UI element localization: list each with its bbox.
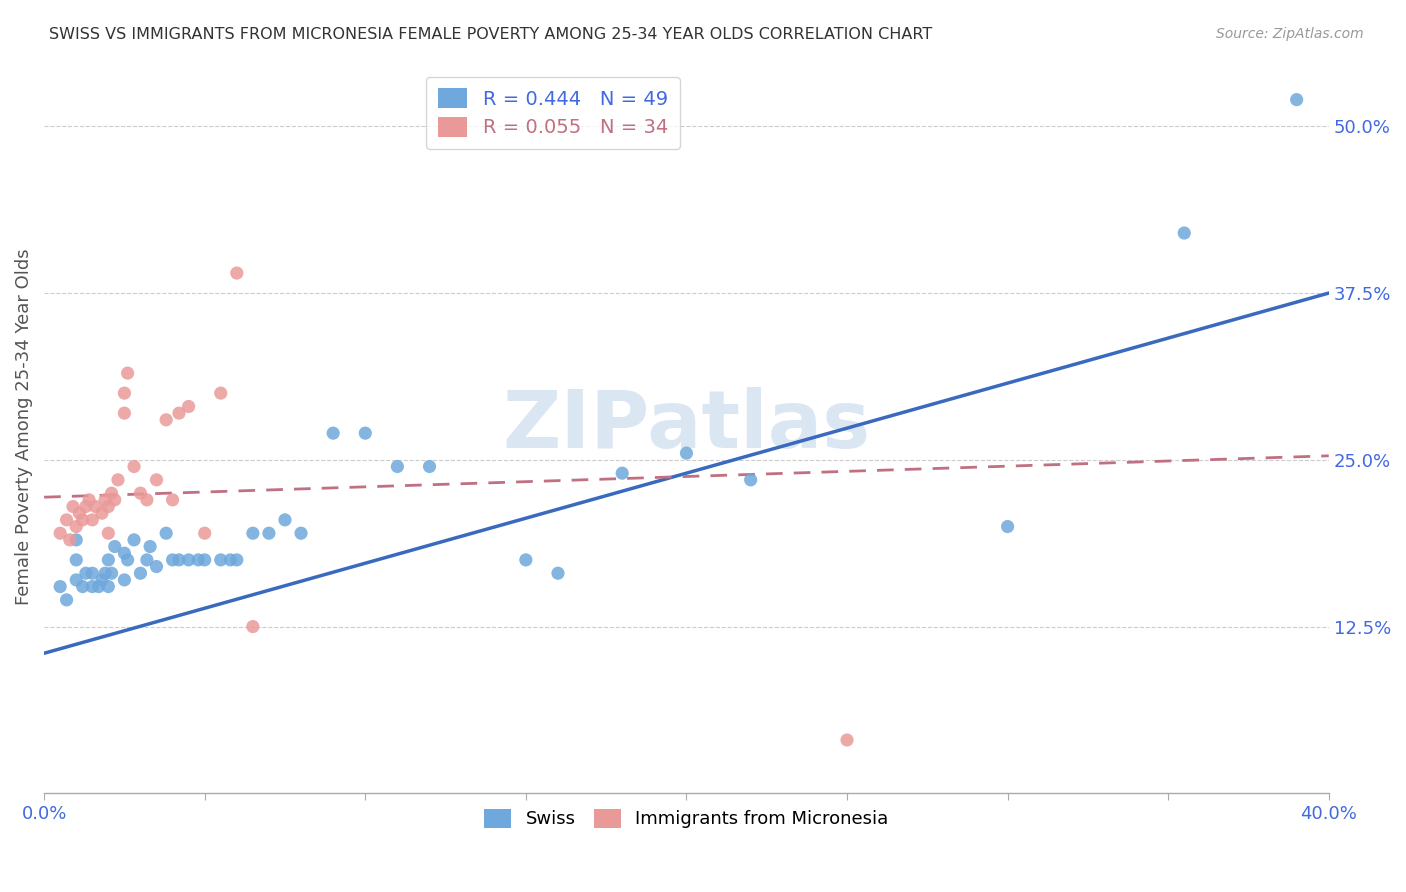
Point <box>97 526 120 541</box>
Point <box>65 533 87 547</box>
Point <box>100 486 122 500</box>
Point <box>225 553 247 567</box>
Point <box>90 506 112 520</box>
Point <box>194 553 217 567</box>
Point <box>1173 226 1195 240</box>
Point <box>187 553 209 567</box>
Point <box>112 573 135 587</box>
Point <box>117 553 139 567</box>
Point <box>55 593 77 607</box>
Point <box>162 492 184 507</box>
Point <box>167 553 190 567</box>
Point <box>72 513 94 527</box>
Text: SWISS VS IMMIGRANTS FROM MICRONESIA FEMALE POVERTY AMONG 25-34 YEAR OLDS CORRELA: SWISS VS IMMIGRANTS FROM MICRONESIA FEMA… <box>49 27 932 42</box>
Point <box>100 566 122 581</box>
Point <box>135 492 157 507</box>
Point <box>835 733 858 747</box>
Point <box>129 566 152 581</box>
Y-axis label: Female Poverty Among 25-34 Year Olds: Female Poverty Among 25-34 Year Olds <box>15 248 32 605</box>
Point <box>49 526 72 541</box>
Point <box>209 553 232 567</box>
Point <box>1285 93 1308 107</box>
Point <box>75 566 97 581</box>
Point <box>418 459 440 474</box>
Point <box>117 366 139 380</box>
Point <box>65 553 87 567</box>
Point <box>59 533 82 547</box>
Point <box>177 400 200 414</box>
Point <box>104 540 127 554</box>
Point <box>155 413 177 427</box>
Point <box>122 533 145 547</box>
Point <box>75 500 97 514</box>
Point <box>72 580 94 594</box>
Point <box>82 566 104 581</box>
Point <box>97 553 120 567</box>
Legend: Swiss, Immigrants from Micronesia: Swiss, Immigrants from Micronesia <box>477 802 896 836</box>
Point <box>94 492 117 507</box>
Point <box>740 473 762 487</box>
Point <box>274 513 297 527</box>
Point <box>62 500 84 514</box>
Point <box>209 386 232 401</box>
Point <box>65 519 87 533</box>
Point <box>162 553 184 567</box>
Point <box>547 566 569 581</box>
Point <box>49 580 72 594</box>
Point <box>145 559 167 574</box>
Point <box>167 406 190 420</box>
Point <box>177 553 200 567</box>
Point <box>135 553 157 567</box>
Point <box>242 619 264 633</box>
Point <box>87 580 110 594</box>
Point <box>97 580 120 594</box>
Point <box>97 500 120 514</box>
Point <box>82 513 104 527</box>
Point <box>194 526 217 541</box>
Point <box>65 573 87 587</box>
Point <box>242 526 264 541</box>
Point <box>90 573 112 587</box>
Point <box>322 426 344 441</box>
Point <box>129 486 152 500</box>
Point <box>84 500 107 514</box>
Point <box>139 540 162 554</box>
Point <box>354 426 377 441</box>
Point <box>69 506 91 520</box>
Point <box>387 459 409 474</box>
Point <box>675 446 697 460</box>
Point <box>122 459 145 474</box>
Point <box>112 546 135 560</box>
Point <box>145 473 167 487</box>
Point <box>219 553 242 567</box>
Point <box>997 519 1019 533</box>
Point <box>112 386 135 401</box>
Point <box>290 526 312 541</box>
Point <box>55 513 77 527</box>
Point <box>107 473 129 487</box>
Point <box>612 466 634 480</box>
Point <box>112 406 135 420</box>
Point <box>82 580 104 594</box>
Point <box>225 266 247 280</box>
Point <box>515 553 537 567</box>
Point <box>155 526 177 541</box>
Point <box>94 566 117 581</box>
Point <box>257 526 280 541</box>
Text: ZIPatlas: ZIPatlas <box>502 387 870 466</box>
Text: Source: ZipAtlas.com: Source: ZipAtlas.com <box>1216 27 1364 41</box>
Point <box>77 492 100 507</box>
Point <box>104 492 127 507</box>
